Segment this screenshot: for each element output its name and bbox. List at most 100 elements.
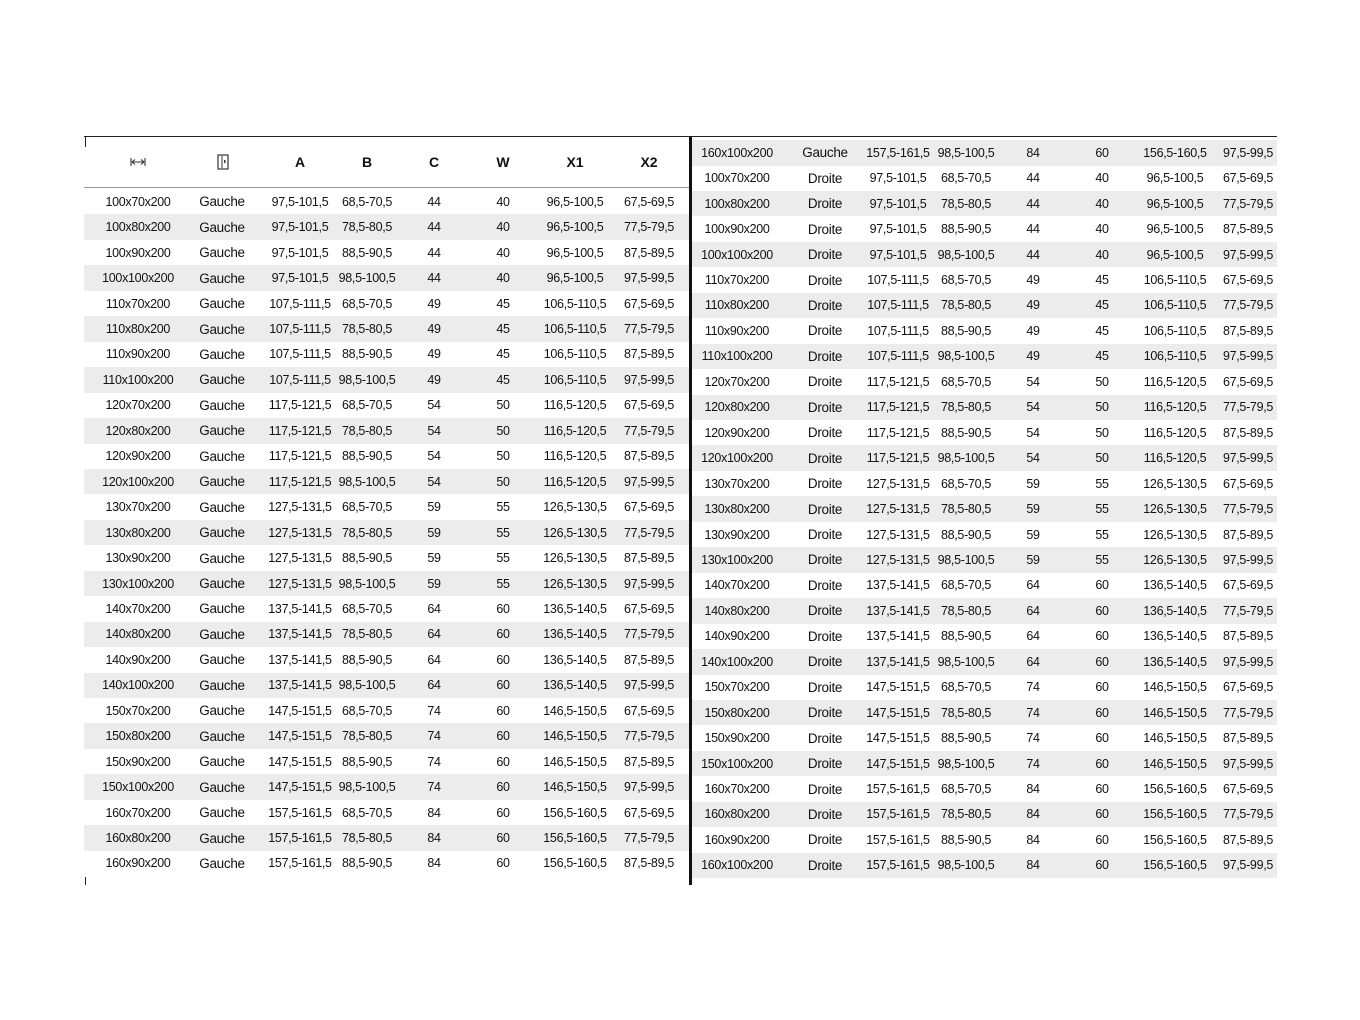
cell-w: 45	[1095, 273, 1109, 287]
cell-a: 97,5-101,5	[271, 220, 329, 235]
cell-x1: 96,5-100,5	[1146, 222, 1204, 237]
column-header-a: A	[294, 154, 306, 170]
cell-a: 157,5-161,5	[268, 856, 332, 871]
cell-c: 54	[427, 474, 441, 489]
cell-w: 50	[1095, 400, 1109, 415]
table-row: 140x90x200 Droite 137,5-141,5 88,5-90,5 64 60…	[692, 624, 1277, 650]
column-header-w: W	[496, 154, 510, 170]
cell-size: 120x80x200	[105, 423, 171, 438]
cell-x2: 77,5-79,5	[623, 729, 675, 744]
cell-x1: 106,5-110,5	[1143, 273, 1207, 287]
cell-b: 88,5-90,5	[940, 425, 992, 440]
cell-x1: 156,5-160,5	[1143, 832, 1207, 847]
cell-side: Droite	[807, 323, 843, 339]
cell-b: 78,5-80,5	[341, 220, 393, 235]
cell-size: 160x70x200	[105, 805, 171, 820]
cell-c: 44	[427, 194, 441, 209]
cell-w: 60	[496, 729, 510, 744]
cell-size: 150x80x200	[704, 705, 770, 720]
cell-a: 97,5-101,5	[869, 171, 927, 186]
cell-b: 68,5-70,5	[341, 398, 393, 413]
cell-a: 117,5-121,5	[268, 423, 332, 438]
cell-x2: 67,5-69,5	[623, 296, 675, 311]
cell-x2: 97,5-99,5	[623, 271, 675, 286]
cell-c: 64	[1026, 629, 1040, 644]
cell-b: 78,5-80,5	[940, 400, 992, 415]
cell-a: 107,5-111,5	[867, 349, 929, 364]
cell-c: 49	[427, 296, 441, 311]
cell-x1: 156,5-160,5	[1143, 858, 1207, 873]
cell-x1: 116,5-120,5	[1143, 451, 1207, 466]
cell-b: 78,5-80,5	[940, 603, 992, 618]
cell-x2: 97,5-99,5	[1222, 247, 1274, 262]
cell-b: 68,5-70,5	[341, 703, 393, 718]
cell-size: 130x70x200	[105, 500, 171, 515]
cell-w: 60	[496, 601, 510, 616]
cell-x2: 87,5-89,5	[1222, 527, 1274, 542]
cell-size: 120x80x200	[704, 400, 770, 415]
cell-a: 97,5-101,5	[271, 194, 329, 209]
cell-x2: 97,5-99,5	[1222, 654, 1274, 669]
cell-b: 88,5-90,5	[341, 449, 393, 464]
cell-x1: 96,5-100,5	[1146, 196, 1204, 211]
cell-c: 64	[427, 652, 441, 667]
cell-a: 157,5-161,5	[866, 858, 930, 873]
cell-b: 98,5-100,5	[937, 451, 995, 466]
cell-side: Gauche	[199, 576, 245, 591]
table-row: 130x80x200 Droite 127,5-131,5 78,5-80,5 59 55…	[692, 496, 1277, 522]
cell-x1: 136,5-140,5	[1143, 578, 1207, 593]
cell-c: 59	[427, 525, 441, 540]
cell-b: 98,5-100,5	[937, 349, 995, 364]
cell-side: Gauche	[199, 626, 245, 642]
cell-x2: 77,5-79,5	[623, 627, 675, 642]
cell-b: 98,5-100,5	[937, 654, 995, 669]
cell-x1: 106,5-110,5	[543, 322, 607, 336]
cell-b: 88,5-90,5	[940, 731, 992, 746]
cell-size: 120x90x200	[704, 425, 770, 440]
cell-x1: 96,5-100,5	[1146, 247, 1204, 262]
cell-side: Droite	[807, 272, 843, 288]
cell-side: Droite	[807, 857, 843, 873]
cell-w: 60	[496, 831, 510, 845]
cell-side: Gauche	[199, 677, 245, 693]
cell-x2: 77,5-79,5	[1222, 298, 1274, 313]
cell-size: 150x90x200	[105, 754, 171, 769]
cell-x1: 136,5-140,5	[543, 652, 607, 667]
cell-w: 50	[1095, 374, 1109, 389]
cell-a: 97,5-101,5	[271, 245, 329, 260]
cell-a: 107,5-111,5	[269, 296, 331, 311]
cell-c: 64	[1026, 603, 1040, 618]
cell-c: 64	[1026, 654, 1040, 669]
cell-side: Gauche	[199, 397, 245, 413]
cell-size: 140x100x200	[102, 678, 174, 693]
table-row: 120x70x200 Gauche 117,5-121,5 68,5-70,5 54 50…	[84, 393, 689, 419]
cell-size: 140x80x200	[105, 627, 171, 642]
cell-x1: 126,5-130,5	[543, 525, 607, 540]
cell-size: 150x100x200	[701, 756, 773, 771]
cell-side: Droite	[807, 425, 843, 441]
cell-x1: 156,5-160,5	[543, 805, 607, 820]
cell-c: 74	[427, 703, 441, 718]
cell-side: Droite	[807, 832, 843, 848]
cell-side: Gauche	[199, 830, 245, 846]
cell-w: 45	[1095, 298, 1109, 313]
cell-a: 117,5-121,5	[268, 449, 332, 464]
cell-x1: 136,5-140,5	[1143, 603, 1207, 618]
table-row: 150x100x200 Gauche 147,5-151,5 98,5-100,5 74…	[84, 774, 689, 800]
cell-side: Droite	[807, 501, 843, 517]
cell-side: Droite	[807, 348, 843, 364]
cell-b: 88,5-90,5	[341, 551, 393, 566]
cell-side: Droite	[807, 603, 843, 619]
cell-side: Droite	[807, 756, 843, 772]
cell-x2: 97,5-99,5	[1222, 451, 1274, 466]
cell-c: 84	[427, 831, 441, 845]
table-row: 100x100x200 Gauche 97,5-101,5 98,5-100,5 44 4…	[84, 265, 689, 291]
cell-x1: 146,5-150,5	[543, 703, 607, 718]
table-row: 140x80x200 Gauche 137,5-141,5 78,5-80,5 64 60…	[84, 621, 689, 648]
cell-w: 60	[1095, 731, 1109, 746]
cell-c: 84	[1026, 858, 1040, 873]
cell-x2: 67,5-69,5	[623, 703, 675, 718]
cell-b: 88,5-90,5	[940, 527, 992, 542]
cell-x1: 106,5-110,5	[543, 296, 607, 311]
table-row: 150x80x200 Droite 147,5-151,5 78,5-80,5 74 60…	[692, 699, 1277, 726]
